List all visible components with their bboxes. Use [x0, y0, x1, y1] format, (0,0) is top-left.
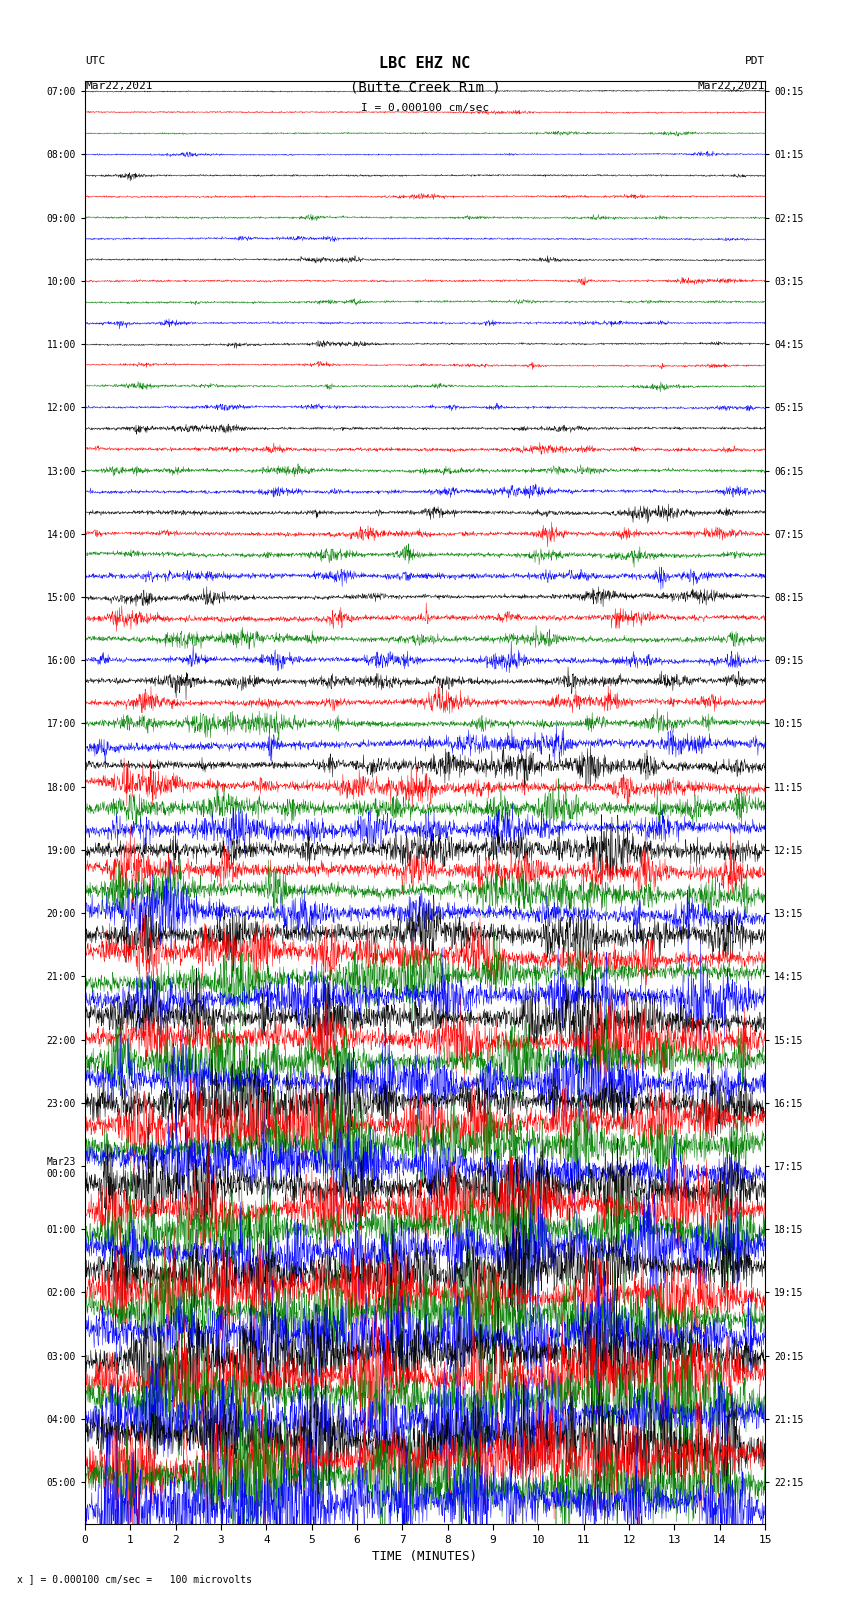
X-axis label: TIME (MINUTES): TIME (MINUTES) [372, 1550, 478, 1563]
Text: Mar22,2021: Mar22,2021 [85, 81, 152, 90]
Text: x ] = 0.000100 cm/sec =   100 microvolts: x ] = 0.000100 cm/sec = 100 microvolts [17, 1574, 252, 1584]
Text: UTC: UTC [85, 56, 105, 66]
Text: (Butte Creek Rim ): (Butte Creek Rim ) [349, 81, 501, 95]
Text: Mar22,2021: Mar22,2021 [698, 81, 765, 90]
Text: I = 0.000100 cm/sec: I = 0.000100 cm/sec [361, 103, 489, 113]
Text: PDT: PDT [745, 56, 765, 66]
Text: LBC EHZ NC: LBC EHZ NC [379, 56, 471, 71]
